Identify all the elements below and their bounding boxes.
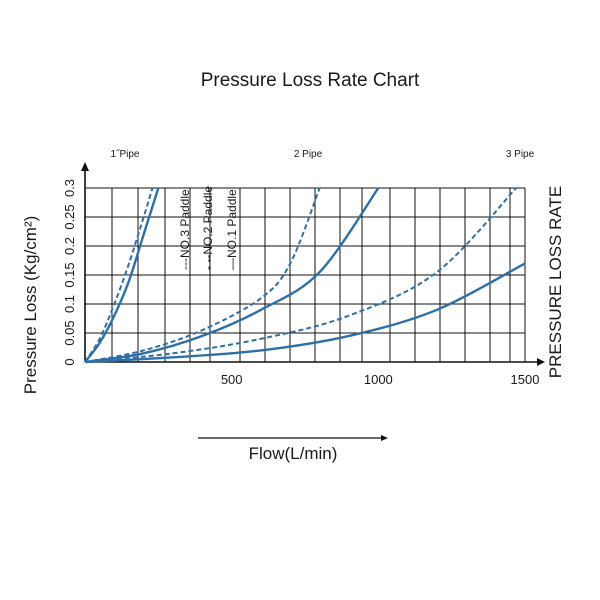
x-tick-label: 1000 [364, 372, 393, 387]
series-lines [84, 187, 526, 364]
y-tick-label: 0.05 [62, 320, 77, 345]
y-tick-label: 0.3 [62, 179, 77, 197]
axes [81, 162, 545, 366]
x-tick-label: 500 [221, 372, 243, 387]
pipe-label: 1˝Pipe [111, 148, 140, 160]
pipe-labels: 1˝Pipe 2 Pipe 3 Pipe [111, 148, 535, 160]
x-tick-label: 1500 [511, 372, 540, 387]
y-axis-arrow [81, 162, 89, 171]
legend-entry: ---NO.3 Paddle [178, 189, 192, 270]
y-tick-label: 0.15 [62, 262, 77, 287]
x-axis-title: Flow(L/min) [249, 444, 338, 463]
series-line-dashed [84, 187, 154, 363]
series-line-solid [84, 262, 526, 364]
grid [85, 187, 526, 362]
pipe-label: 3 Pipe [506, 149, 535, 160]
y-tick-label: 0.1 [62, 295, 77, 313]
x-axis-arrow [537, 358, 545, 366]
right-axis-label: PRESSURE LOSS RATE [546, 186, 565, 378]
y-tick-label: 0.25 [62, 204, 77, 229]
series-line-solid [84, 187, 160, 363]
chart-title: Pressure Loss Rate Chart [201, 70, 420, 91]
legend: ---NO.3 Paddle - --NO.2 Paddle —NO.1 Paddl… [178, 186, 239, 270]
legend-entry: - --NO.2 Paddle [201, 186, 215, 270]
series-line-dashed [84, 187, 321, 363]
y-tick-label: 0 [62, 358, 77, 365]
series-line-dashed [84, 187, 517, 363]
flow-arrow-head [381, 435, 388, 441]
y-axis-title: Pressure Loss (Kg/cm²) [21, 216, 40, 395]
legend-entry: —NO.1 Paddle [225, 189, 239, 270]
series-line-solid [84, 187, 380, 364]
tick-labels: 500 1000 1500 0 0.05 0.1 0.15 0.2 0.25 0.3 [62, 179, 539, 387]
y-tick-label: 0.2 [62, 237, 77, 255]
pipe-label: 2 Pipe [294, 149, 323, 160]
